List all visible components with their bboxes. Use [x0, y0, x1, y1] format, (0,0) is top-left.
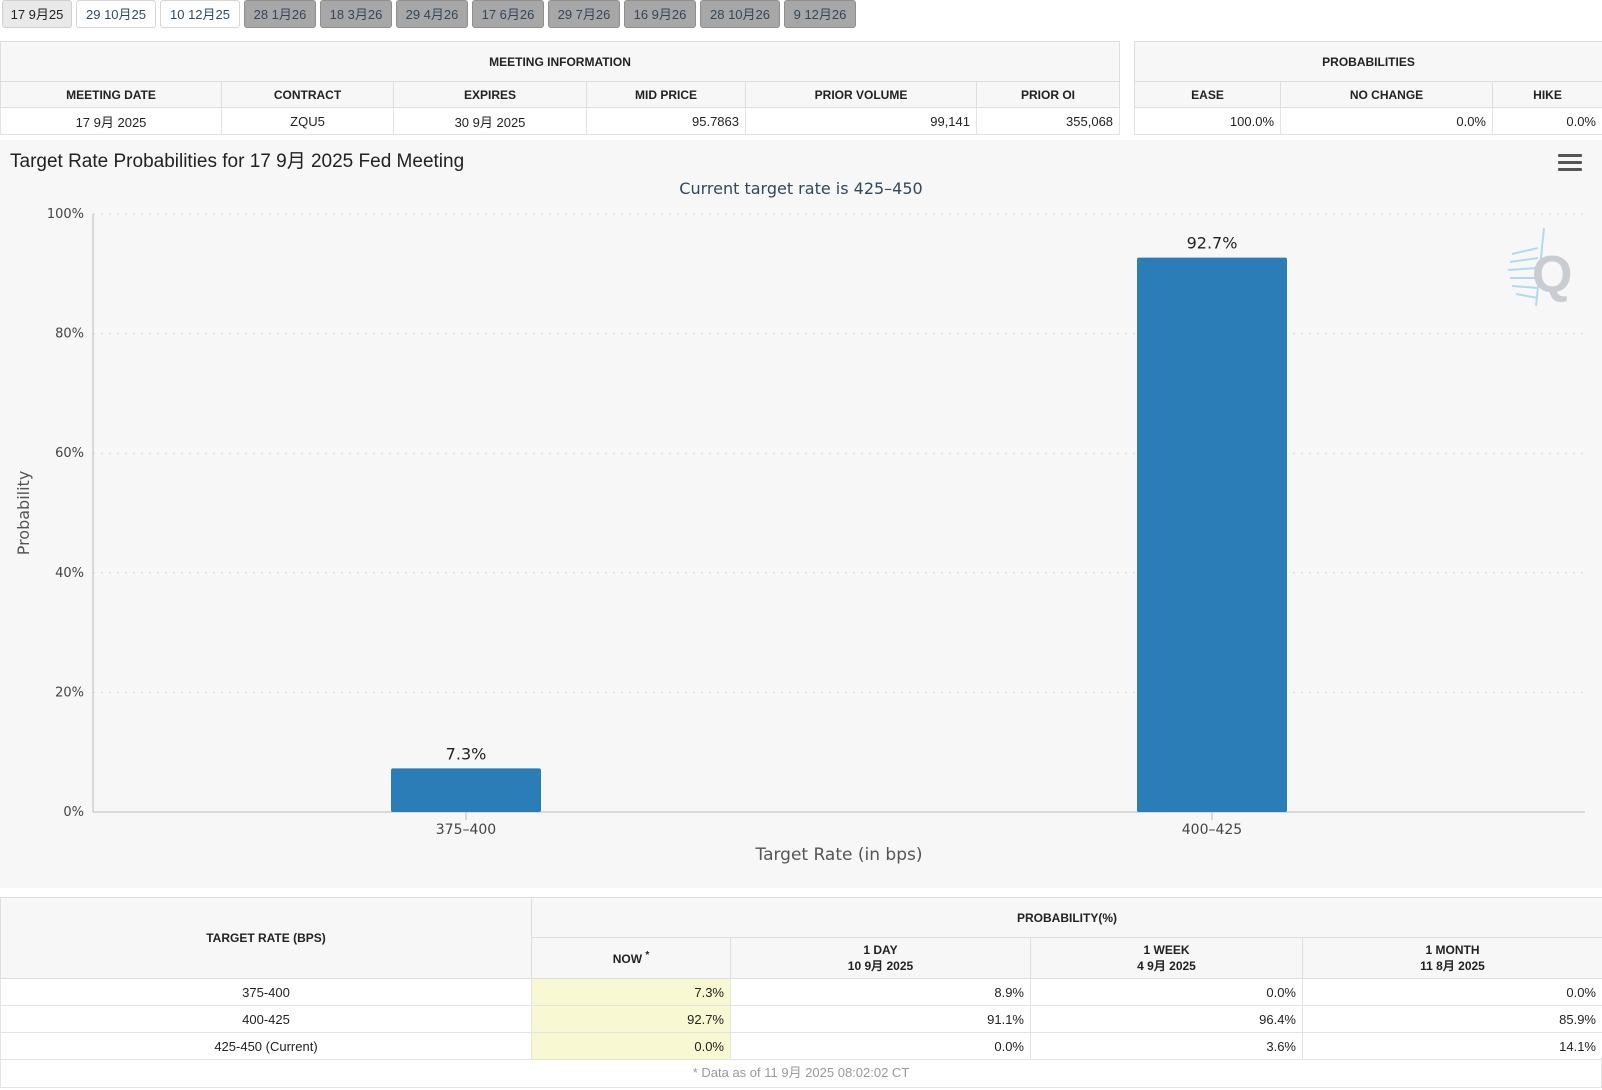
y-tick-label: 100%	[47, 207, 84, 222]
target-rate-cell: 375-400	[0, 978, 532, 1006]
target-rate-header: TARGET RATE (BPS)	[0, 897, 532, 979]
tab-meeting-date[interactable]: 16 9月26	[624, 0, 696, 28]
now-footnote-mark: *	[645, 950, 650, 961]
tab-meeting-date[interactable]: 10 12月25	[160, 0, 240, 28]
column-header: HIKE	[1492, 81, 1602, 108]
column-header: EXPIRES	[393, 81, 587, 108]
target-rate-table: TARGET RATE (BPS) PROBABILITY(%) NOW * 1…	[0, 897, 1602, 1060]
bar	[1137, 257, 1287, 812]
y-tick-label: 40%	[55, 566, 84, 581]
now-cell: 0.0%	[531, 1032, 731, 1060]
tab-meeting-date[interactable]: 17 6月26	[472, 0, 544, 28]
contract-value: ZQU5	[221, 107, 394, 135]
bar	[391, 768, 541, 812]
column-header: NO CHANGE	[1280, 81, 1493, 108]
one-month-label: 1 MONTH	[1425, 942, 1480, 957]
bar-chart: 0% 20% 40% 60% 80% 100% 7.3% 375–400 92.7% 400–42…	[14, 207, 1585, 865]
one-day-cell: 0.0%	[730, 1032, 1031, 1060]
column-header: MID PRICE	[586, 81, 746, 108]
one-day-label: 1 DAY	[863, 942, 898, 957]
one-week-label: 1 WEEK	[1143, 942, 1190, 957]
tab-meeting-date[interactable]: 28 10月26	[700, 0, 780, 28]
probability-group-header: PROBABILITY(%)	[531, 897, 1602, 938]
one-month-date: 11 8月 2025	[1420, 958, 1485, 973]
y-axis-title: Probability	[14, 471, 33, 556]
column-header: PRIOR OI	[975, 81, 1121, 108]
y-tick-label: 0%	[63, 805, 84, 820]
column-header: CONTRACT	[221, 81, 394, 108]
tab-meeting-date[interactable]: 29 4月26	[396, 0, 468, 28]
column-header: MEETING DATE	[0, 81, 222, 108]
meeting-information-heading: MEETING INFORMATION	[0, 41, 1121, 82]
ease-value: 100.0%	[1134, 107, 1281, 135]
table-row: 400-425 92.7% 91.1% 96.4% 85.9%	[0, 1005, 1602, 1033]
one-week-header: 1 WEEK 4 9月 2025	[1030, 937, 1303, 979]
one-week-cell: 3.6%	[1030, 1032, 1303, 1060]
one-month-cell: 14.1%	[1302, 1032, 1602, 1060]
y-tick-label: 20%	[55, 685, 84, 700]
one-day-header: 1 DAY 10 9月 2025	[730, 937, 1031, 979]
tab-meeting-date[interactable]: 29 10月25	[76, 0, 156, 28]
prior-oi-value: 355,068	[975, 107, 1121, 135]
one-day-date: 10 9月 2025	[847, 958, 914, 973]
probabilities-table: PROBABILITIES EASE NO CHANGE HIKE 100.0%…	[1134, 41, 1602, 135]
hamburger-menu-icon[interactable]	[1558, 154, 1582, 174]
one-month-cell: 0.0%	[1302, 978, 1602, 1006]
y-tick-label: 80%	[55, 327, 84, 342]
prior-volume-value: 99,141	[745, 107, 977, 135]
data-timestamp-footnote: * Data as of 11 9月 2025 08:02:02 CT	[0, 1058, 1602, 1088]
one-day-cell: 91.1%	[730, 1005, 1031, 1033]
column-header: PRIOR VOLUME	[745, 81, 977, 108]
tab-meeting-date[interactable]: 18 3月26	[320, 0, 392, 28]
target-rate-cell: 425-450 (Current)	[0, 1032, 532, 1060]
one-month-header: 1 MONTH 11 8月 2025	[1302, 937, 1602, 979]
chart-title: Target Rate Probabilities for 17 9月 2025…	[10, 151, 465, 172]
one-day-cell: 8.9%	[730, 978, 1031, 1006]
target-rate-cell: 400-425	[0, 1005, 532, 1033]
one-week-date: 4 9月 2025	[1137, 958, 1196, 973]
x-axis-title: Target Rate (in bps)	[755, 845, 923, 865]
tab-meeting-date[interactable]: 9 12月26	[784, 0, 856, 28]
now-cell: 7.3%	[531, 978, 731, 1006]
column-header: EASE	[1134, 81, 1281, 108]
meeting-information-table: MEETING INFORMATION MEETING DATE CONTRAC…	[0, 41, 1121, 135]
one-week-cell: 0.0%	[1030, 978, 1303, 1006]
tab-meeting-date[interactable]: 17 9月25	[2, 0, 72, 28]
expires-value: 30 9月 2025	[393, 107, 587, 135]
tab-meeting-date[interactable]: 28 1月26	[244, 0, 316, 28]
svg-text:Q: Q	[1532, 246, 1572, 304]
quikstrike-logo-icon: Q	[1508, 228, 1572, 307]
one-month-cell: 85.9%	[1302, 1005, 1602, 1033]
data-label: 92.7%	[1187, 234, 1238, 253]
data-label: 7.3%	[446, 744, 487, 763]
now-label: NOW	[612, 952, 643, 966]
hike-value: 0.0%	[1492, 107, 1602, 135]
table-row: 375-400 7.3% 8.9% 0.0% 0.0%	[0, 978, 1602, 1006]
now-cell: 92.7%	[531, 1005, 731, 1033]
y-tick-label: 60%	[55, 446, 84, 461]
probabilities-heading: PROBABILITIES	[1134, 41, 1602, 82]
x-tick-label: 375–400	[436, 822, 496, 838]
chart-subtitle: Current target rate is 425–450	[679, 179, 923, 198]
meeting-date-value: 17 9月 2025	[0, 107, 222, 135]
no-change-value: 0.0%	[1280, 107, 1493, 135]
one-week-cell: 96.4%	[1030, 1005, 1303, 1033]
tab-meeting-date[interactable]: 29 7月26	[548, 0, 620, 28]
table-row: 425-450 (Current) 0.0% 0.0% 3.6% 14.1%	[0, 1032, 1602, 1060]
x-tick-label: 400–425	[1182, 822, 1242, 838]
now-header: NOW *	[531, 937, 731, 979]
chart-panel: 0% 20% 40% 60% 80% 100% 7.3% 375–400 92.7% 400–42…	[0, 140, 1602, 888]
mid-price-value: 95.7863	[586, 107, 746, 135]
